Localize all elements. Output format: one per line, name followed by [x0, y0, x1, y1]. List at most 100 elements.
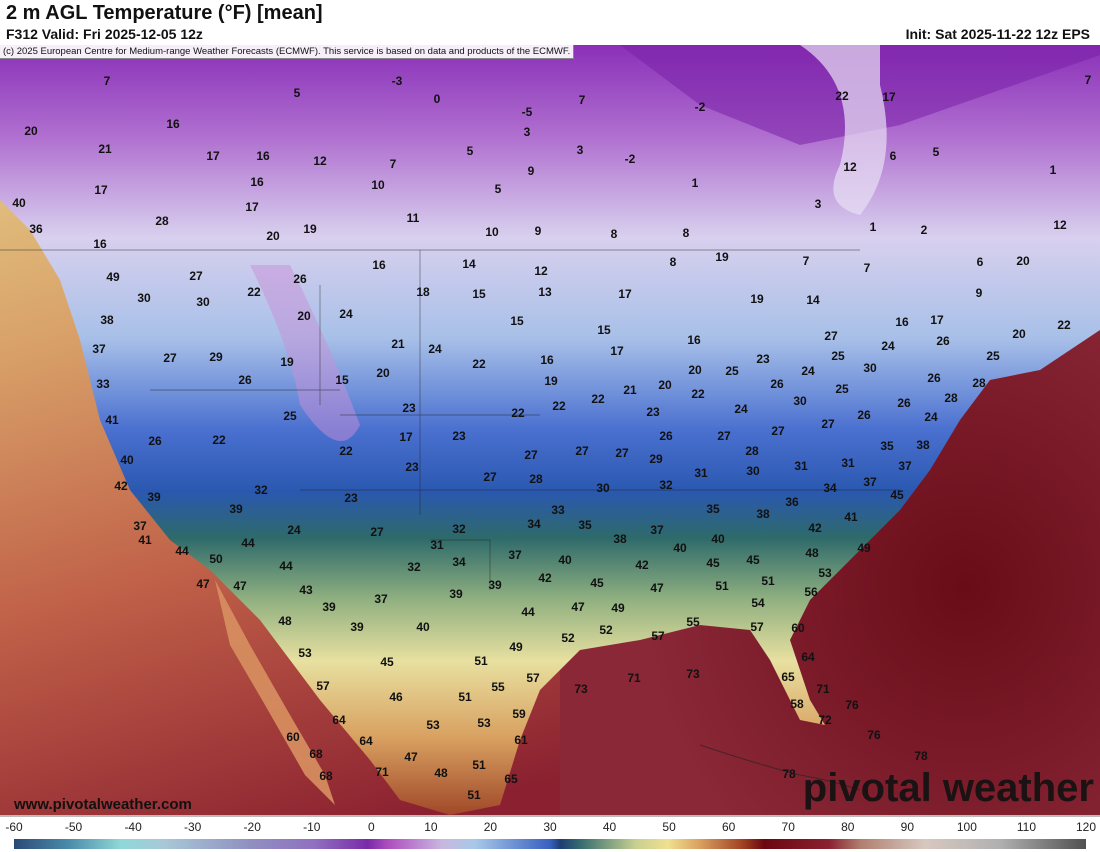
temperature-field [0, 45, 1100, 815]
temperature-label: 16 [166, 117, 180, 131]
temperature-label: 37 [374, 592, 388, 606]
temperature-label: 23 [405, 460, 419, 474]
temperature-label: 30 [793, 394, 807, 408]
temperature-label: 22 [212, 433, 226, 447]
temperature-label: 25 [986, 349, 1000, 363]
temperature-label: 29 [649, 452, 663, 466]
temperature-label: 13 [538, 285, 552, 299]
temperature-map[interactable]: (c) 2025 European Centre for Medium-rang… [0, 45, 1100, 815]
temperature-label: 26 [936, 334, 950, 348]
website-link[interactable]: www.pivotalweather.com [14, 796, 192, 813]
temperature-label: 15 [510, 314, 524, 328]
colorbar-tick-label: 70 [781, 820, 795, 834]
temperature-label: 23 [402, 401, 416, 415]
init-time: Init: Sat 2025-11-22 12z EPS [905, 26, 1090, 42]
temperature-label: 7 [802, 254, 810, 268]
temperature-label: 64 [332, 713, 346, 727]
temperature-label: 42 [635, 558, 649, 572]
temperature-label: 3 [814, 197, 822, 211]
temperature-label: -2 [694, 100, 706, 114]
temperature-label: 3 [523, 125, 531, 139]
temperature-label: 22 [835, 89, 849, 103]
temperature-label: 72 [818, 713, 832, 727]
temperature-label: 37 [863, 475, 877, 489]
temperature-label: 17 [94, 183, 108, 197]
temperature-label: 78 [914, 749, 928, 763]
colorbar-tick-label: -20 [243, 820, 261, 834]
temperature-label: 44 [521, 605, 535, 619]
colorbar-tick-label: 0 [367, 820, 375, 834]
colorbar-tick-label: 110 [1016, 820, 1037, 834]
temperature-label: 25 [835, 382, 849, 396]
temperature-label: 40 [12, 196, 26, 210]
temperature-label: 73 [574, 682, 588, 696]
temperature-label: 37 [650, 523, 664, 537]
temperature-label: 16 [93, 237, 107, 251]
colorbar-tick-label: -50 [64, 820, 83, 834]
temperature-label: 17 [610, 344, 624, 358]
temperature-label: 35 [880, 439, 894, 453]
temperature-label: 21 [391, 337, 405, 351]
temperature-label: 56 [804, 585, 818, 599]
temperature-label: 17 [930, 313, 944, 327]
temperature-label: 26 [148, 434, 162, 448]
temperature-label: 22 [511, 406, 525, 420]
temperature-label: 45 [590, 576, 604, 590]
temperature-label: 57 [526, 671, 540, 685]
temperature-label: 40 [711, 532, 725, 546]
temperature-label: 64 [359, 734, 373, 748]
temperature-label: 18 [416, 285, 430, 299]
temperature-label: 23 [756, 352, 770, 366]
temperature-label: 42 [808, 521, 822, 535]
temperature-label: 51 [458, 690, 472, 704]
temperature-label: 39 [229, 502, 243, 516]
temperature-label: 41 [105, 413, 119, 427]
temperature-label: 24 [428, 342, 442, 356]
temperature-label: 68 [309, 747, 323, 761]
temperature-label: 25 [831, 349, 845, 363]
temperature-label: 46 [389, 690, 403, 704]
temperature-label: 38 [756, 507, 770, 521]
temperature-label: 8 [682, 226, 690, 240]
temperature-label: 37 [92, 342, 106, 356]
temperature-label: 16 [256, 149, 270, 163]
temperature-label: 16 [250, 175, 264, 189]
temperature-label: 37 [898, 459, 912, 473]
temperature-label: 31 [794, 459, 808, 473]
colorbar-tick-label: -30 [183, 820, 202, 834]
temperature-label: 61 [514, 733, 528, 747]
temperature-label: 34 [452, 555, 466, 569]
temperature-label: 16 [372, 258, 386, 272]
temperature-label: 34 [527, 517, 541, 531]
temperature-label: 39 [147, 490, 161, 504]
temperature-label: 8 [669, 255, 677, 269]
temperature-label: 37 [508, 548, 522, 562]
temperature-label: 16 [895, 315, 909, 329]
temperature-label: 22 [339, 444, 353, 458]
temperature-label: 27 [189, 269, 203, 283]
temperature-label: 41 [138, 533, 152, 547]
temperature-label: 42 [538, 571, 552, 585]
temperature-label: 68 [319, 769, 333, 783]
temperature-label: 27 [821, 417, 835, 431]
temperature-label: 47 [571, 600, 585, 614]
temperature-label: 19 [750, 292, 764, 306]
temperature-label: 40 [416, 620, 430, 634]
temperature-label: 22 [591, 392, 605, 406]
valid-time: F312 Valid: Fri 2025-12-05 12z [6, 26, 203, 42]
temperature-label: 71 [627, 671, 641, 685]
temperature-label: 21 [98, 142, 112, 156]
temperature-label: 12 [843, 160, 857, 174]
colorbar-tick-label: -40 [124, 820, 142, 834]
temperature-label: 26 [857, 408, 871, 422]
temperature-label: 24 [734, 402, 748, 416]
temperature-label: 12 [534, 264, 548, 278]
temperature-label: 28 [529, 472, 543, 486]
temperature-label: 28 [944, 391, 958, 405]
temperature-label: 76 [845, 698, 859, 712]
temperature-label: 1 [869, 220, 877, 234]
temperature-label: 24 [339, 307, 353, 321]
temperature-label: 65 [504, 772, 518, 786]
temperature-label: 1 [1049, 163, 1057, 177]
temperature-label: 30 [596, 481, 610, 495]
